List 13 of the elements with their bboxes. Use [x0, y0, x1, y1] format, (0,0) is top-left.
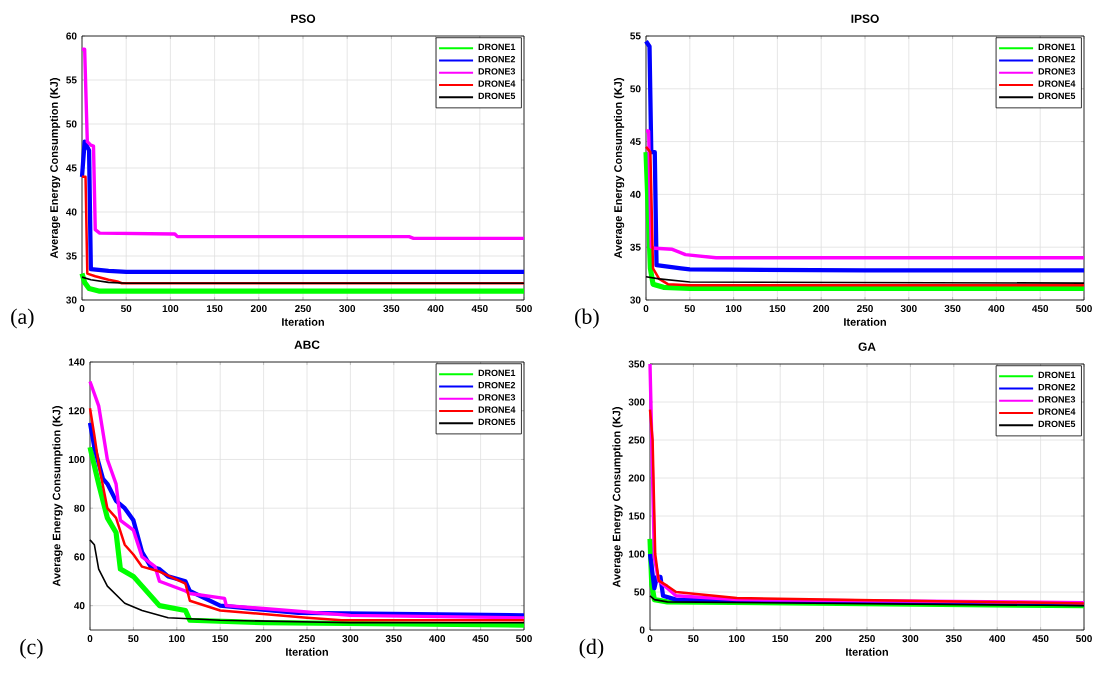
line-series — [87, 444, 527, 628]
line-series — [80, 47, 526, 241]
line-series — [79, 271, 527, 294]
line-series — [648, 362, 1086, 605]
line-series — [79, 139, 527, 274]
line-series — [643, 39, 1087, 273]
text: (b) — [575, 308, 599, 329]
text: (c) — [20, 638, 43, 659]
text: (d) — [579, 638, 604, 659]
text: (a) — [11, 308, 34, 329]
line-series — [648, 408, 1086, 605]
line-series — [644, 129, 1086, 260]
line-series — [80, 175, 526, 285]
